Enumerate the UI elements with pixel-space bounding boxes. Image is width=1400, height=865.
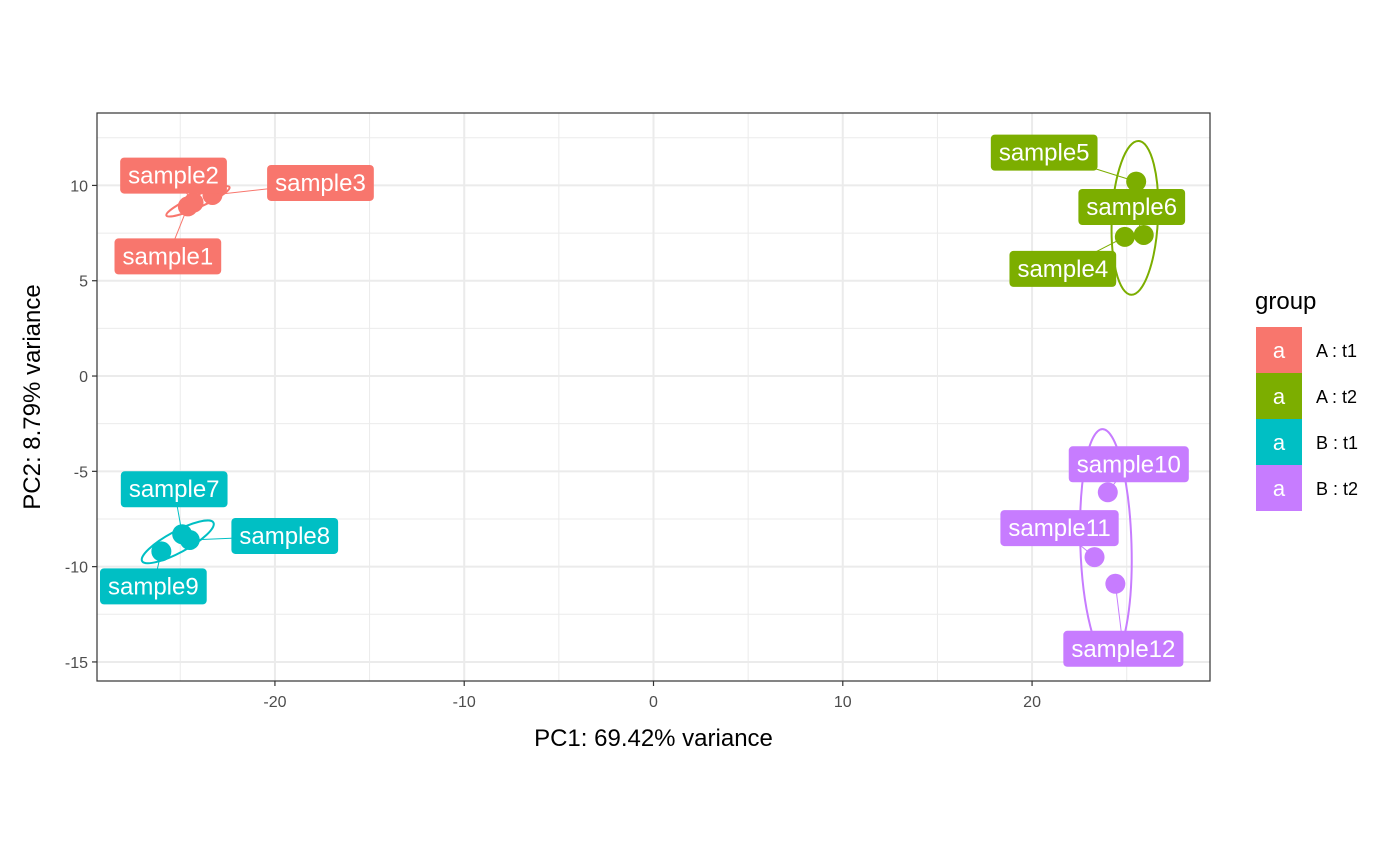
point-label: sample3 [212, 164, 374, 201]
label-text: sample1 [122, 243, 213, 270]
legend-key [1256, 419, 1302, 465]
label-box [120, 157, 227, 194]
label-box [231, 517, 339, 554]
x-tick-label: 0 [649, 694, 658, 711]
label-text: sample6 [1086, 194, 1177, 221]
y-axis-tick-labels: -15 -10 -5 0 5 10 [65, 178, 88, 672]
y-axis-title: PC2: 8.79% variance [19, 284, 46, 509]
point-label: sample2 [120, 157, 227, 203]
point-label: sample4 [1009, 236, 1126, 287]
x-tick-label: -20 [263, 694, 286, 711]
label-text: sample3 [275, 170, 366, 197]
point-label: sample10 [1068, 446, 1189, 493]
label-box [99, 568, 207, 605]
point-label: sample6 [1078, 188, 1186, 236]
legend-key [1256, 327, 1302, 373]
x-tick-label: 10 [834, 694, 852, 711]
label-text: sample10 [1077, 451, 1181, 478]
legend-label: B : t1 [1316, 433, 1358, 453]
x-tick-label: -10 [453, 694, 476, 711]
legend-item: a A : t2 [1256, 373, 1357, 419]
y-tick-label: -10 [65, 560, 88, 577]
label-text: sample2 [128, 163, 219, 190]
legend-item: a B : t2 [1256, 465, 1358, 511]
legend-key [1256, 373, 1302, 419]
label-box [1009, 250, 1117, 287]
point-label: sample7 [120, 471, 228, 535]
point-label: sample9 [99, 551, 207, 605]
y-tick-label: 10 [70, 178, 88, 195]
point-label: sample5 [990, 134, 1137, 183]
label-box [1078, 188, 1186, 225]
label-box [120, 471, 228, 508]
label-box [114, 238, 222, 275]
legend-key-glyph: a [1273, 476, 1286, 501]
label-box [1000, 510, 1119, 547]
label-text: sample4 [1017, 256, 1108, 283]
legend-item: a B : t1 [1256, 419, 1358, 465]
label-text: sample9 [108, 573, 199, 600]
legend-label: B : t2 [1316, 479, 1358, 499]
y-tick-label: 5 [79, 274, 88, 291]
y-tick-label: -5 [74, 464, 88, 481]
legend-key-glyph: a [1273, 430, 1286, 455]
legend-label: A : t1 [1316, 341, 1357, 361]
x-axis-tick-labels: -20 -10 0 10 20 [263, 694, 1041, 711]
x-axis-title: PC1: 69.42% variance [534, 725, 773, 752]
point-label: sample11 [1000, 510, 1119, 558]
y-tick-label: -15 [65, 655, 88, 672]
label-box [990, 134, 1098, 171]
y-tick-label: 0 [79, 369, 88, 386]
legend-title: group [1255, 288, 1316, 315]
legend-item: a A : t1 [1256, 327, 1357, 373]
label-box [1063, 630, 1184, 667]
legend-key [1256, 465, 1302, 511]
axis-ticks [92, 184, 1033, 686]
legend-items: a A : t1 a A : t2 a B : t1 a B : t2 [1256, 327, 1358, 511]
label-text: sample7 [129, 476, 220, 503]
legend-key-glyph: a [1273, 338, 1286, 363]
label-text: sample11 [1008, 515, 1110, 542]
label-box [267, 164, 374, 201]
label-text: sample8 [239, 523, 330, 550]
legend-key-glyph: a [1273, 384, 1286, 409]
point-label: sample1 [114, 206, 222, 275]
legend-label: A : t2 [1316, 387, 1357, 407]
legend: group a A : t1 a A : t2 a B : t1 a B : t2 [1255, 288, 1358, 511]
point-label: sample12 [1063, 583, 1184, 667]
label-box [1068, 446, 1189, 483]
point-label: sample8 [189, 517, 339, 554]
point-labels: sample1 sample2 sample3 sample4 sample5 sampl… [99, 134, 1189, 667]
label-text: sample12 [1071, 636, 1175, 663]
x-tick-label: 20 [1023, 694, 1041, 711]
label-text: sample5 [999, 140, 1090, 167]
